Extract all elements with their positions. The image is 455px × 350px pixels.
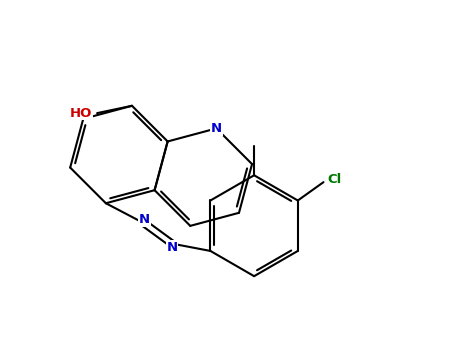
Text: Cl: Cl: [327, 173, 341, 186]
Text: N: N: [167, 241, 177, 254]
Text: N: N: [139, 213, 150, 226]
Text: HO: HO: [70, 107, 92, 120]
Text: N: N: [211, 122, 222, 135]
